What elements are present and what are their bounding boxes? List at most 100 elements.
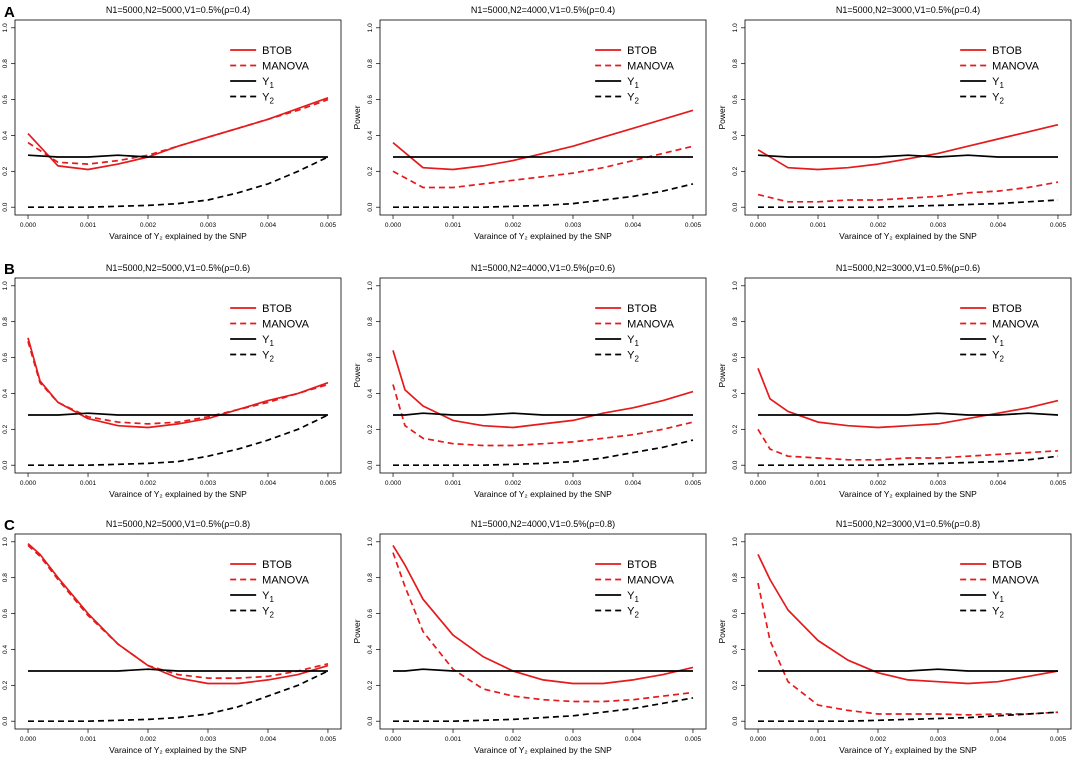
chart-b3-ylabel: Power: [717, 363, 727, 387]
row-label-b: B: [4, 261, 15, 278]
chart-c2-xtick-label: 0.001: [445, 736, 462, 743]
chart-b3-ytick-label: 0.4: [732, 389, 739, 398]
chart-c2-series-btob: [392, 544, 694, 685]
chart-a3-ytick-label: 0.4: [732, 131, 739, 140]
row-label-c: C: [4, 517, 15, 534]
chart-a1-ytick-label: 1.0: [2, 23, 9, 32]
chart-c2-ytick-label: 0.2: [367, 680, 374, 689]
chart-b2-legend-label-y1: Y1: [627, 334, 639, 348]
chart-a2-ylabel: Power: [352, 105, 362, 129]
chart-a2-xtick-label: 0.000: [385, 222, 402, 229]
chart-b1-series-y2: [28, 414, 329, 467]
chart-b1-legend-label-btob: BTOB: [262, 303, 292, 315]
chart-a1-legend-label-btob: BTOB: [262, 45, 292, 57]
chart-b1-ytick-label: 0.0: [2, 460, 9, 469]
chart-b3-series-y1: [758, 412, 1059, 416]
chart-a1-xtick-label: 0.001: [80, 222, 97, 229]
chart-b3-xtick-label: 0.002: [870, 480, 887, 487]
chart-b2-ytick-label: 1.0: [367, 281, 374, 290]
chart-b3-ytick-label: 0.6: [732, 353, 739, 362]
chart-c3-series-manova: [757, 582, 1059, 716]
chart-c2-xtick-label: 0.004: [625, 736, 642, 743]
chart-c2-legend-label-y1: Y1: [627, 590, 639, 604]
chart-a1-legend-label-y1: Y1: [262, 76, 274, 90]
chart-a1-xtick-label: 0.005: [320, 222, 337, 229]
chart-a3-ytick-label: 0.6: [732, 95, 739, 104]
chart-c3-legend-label-y2: Y2: [992, 606, 1004, 620]
chart-c3-title: N1=5000,N2=3000,V1=0.5%(ρ=0.8): [836, 519, 980, 529]
chart-a3-ylabel: Power: [717, 105, 727, 129]
chart-c3-ytick-label: 0.0: [732, 716, 739, 725]
chart-a3-legend-label-btob: BTOB: [992, 45, 1022, 57]
chart-c2-ytick-label: 0.4: [367, 645, 374, 654]
chart-b2-title: N1=5000,N2=4000,V1=0.5%(ρ=0.6): [471, 263, 615, 273]
chart-c1-legend-label-y1: Y1: [262, 590, 274, 604]
chart-b3: N1=5000,N2=3000,V1=0.5%(ρ=0.6) 0.0 0.2 0.4 0…: [717, 263, 1072, 499]
chart-a3-xtick-label: 0.004: [990, 222, 1007, 229]
chart-a1-xlabel: Varaince of Y₂ explained by the SNP: [109, 231, 247, 241]
chart-b3-xlabel: Varaince of Y₂ explained by the SNP: [839, 489, 977, 499]
chart-b2-legend-label-manova: MANOVA: [627, 319, 675, 331]
chart-a3-ytick-label: 0.2: [732, 166, 739, 175]
chart-a3-series-btob: [757, 123, 1059, 171]
chart-c3-xtick-label: 0.003: [930, 736, 947, 743]
chart-a2-series-y2: [393, 183, 694, 209]
chart-b2-xtick-label: 0.005: [685, 480, 702, 487]
chart-c1-series-btob: [27, 542, 329, 685]
chart-b2-ytick-label: 0.2: [367, 424, 374, 433]
chart-b1-xtick-label: 0.004: [260, 480, 277, 487]
chart-c3-series-btob: [757, 554, 1059, 685]
chart-c2-series-y2: [393, 697, 694, 723]
chart-c1-ytick-label: 0.2: [2, 680, 9, 689]
chart-a2-xlabel: Varaince of Y₂ explained by the SNP: [474, 231, 612, 241]
chart-a3-plot-frame: [744, 19, 1072, 216]
chart-c1-xtick-label: 0.001: [80, 736, 97, 743]
chart-b2-xtick-label: 0.004: [625, 480, 642, 487]
chart-c1-legend-label-y2: Y2: [262, 606, 274, 620]
chart-b2-xlabel: Varaince of Y₂ explained by the SNP: [474, 489, 612, 499]
chart-b3-ytick-label: 1.0: [732, 281, 739, 290]
chart-b3-ytick-label: 0.8: [732, 317, 739, 326]
chart-c1-xtick-label: 0.003: [200, 736, 217, 743]
chart-c1-legend-label-manova: MANOVA: [262, 575, 310, 587]
chart-a3-xtick-label: 0.001: [810, 222, 827, 229]
chart-b1-xtick-label: 0.003: [200, 480, 217, 487]
chart-b1-plot-frame: [14, 277, 342, 474]
chart-a3-legend-label-y1: Y1: [992, 76, 1004, 90]
chart-c1: N1=5000,N2=5000,V1=0.5%(ρ=0.8) 0.0 0.2 0.4 0…: [2, 519, 342, 755]
chart-c1-ytick-label: 1.0: [2, 537, 9, 546]
chart-b3-xtick-label: 0.000: [750, 480, 767, 487]
chart-a1-ytick-label: 0.2: [2, 166, 9, 175]
chart-a3-xtick-label: 0.002: [870, 222, 887, 229]
chart-b3-series-y2: [758, 455, 1059, 467]
chart-c3-xlabel: Varaince of Y₂ explained by the SNP: [839, 745, 977, 755]
chart-a2-ytick-label: 0.4: [367, 131, 374, 140]
chart-a2-plot-frame: [379, 19, 707, 216]
chart-b1-ytick-label: 0.6: [2, 353, 9, 362]
chart-b3-legend-label-y2: Y2: [992, 350, 1004, 364]
chart-c3-series-y1: [758, 668, 1058, 672]
chart-c1-plot-frame: [14, 533, 342, 730]
chart-a3-series-y1: [757, 154, 1058, 158]
chart-c2-ytick-label: 1.0: [367, 537, 374, 546]
chart-b2-legend-label-btob: BTOB: [627, 303, 657, 315]
chart-c3-series-y2: [758, 711, 1059, 723]
chart-c1-title: N1=5000,N2=5000,V1=0.5%(ρ=0.8): [106, 519, 250, 529]
chart-a1-xtick-label: 0.002: [140, 222, 157, 229]
chart-a3-xtick-label: 0.003: [930, 222, 947, 229]
chart-c1-xtick-label: 0.004: [260, 736, 277, 743]
chart-a2-title: N1=5000,N2=4000,V1=0.5%(ρ=0.4): [471, 5, 615, 15]
chart-c3-xtick-label: 0.001: [810, 736, 827, 743]
chart-a2-ytick-label: 0.6: [367, 95, 374, 104]
chart-b3-xtick-label: 0.003: [930, 480, 947, 487]
chart-c2-plot-frame: [379, 533, 707, 730]
chart-a3-xtick-label: 0.005: [1050, 222, 1067, 229]
chart-b2-series-manova: [392, 384, 694, 447]
chart-b1-xlabel: Varaince of Y₂ explained by the SNP: [109, 489, 247, 499]
chart-a2-legend-label-manova: MANOVA: [627, 61, 675, 73]
chart-c3-xtick-label: 0.005: [1050, 736, 1067, 743]
chart-c2-xtick-label: 0.000: [385, 736, 402, 743]
chart-a2-ytick-label: 1.0: [367, 23, 374, 32]
chart-b2-series-y1: [393, 412, 693, 416]
